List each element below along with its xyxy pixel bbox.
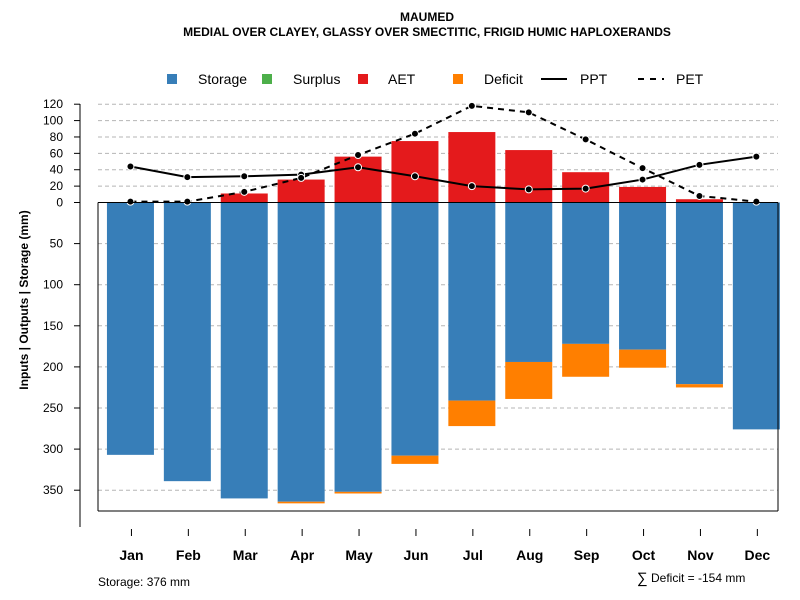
y-tick-label: 50 (50, 237, 64, 251)
pet-point (752, 197, 761, 206)
x-tick-label: Apr (290, 547, 315, 563)
storage-bar (505, 202, 553, 362)
x-tick-label: Jun (404, 547, 429, 563)
ppt-point (581, 184, 590, 193)
pet-point (183, 197, 192, 206)
legend-label-ppt: PPT (580, 71, 608, 87)
legend-swatch-surplus (262, 74, 272, 84)
legend-swatch-storage (167, 74, 177, 84)
x-tick-label: May (345, 547, 372, 563)
pet-point (410, 129, 419, 138)
deficit-bar (675, 384, 723, 388)
y-tick-label: 100 (43, 278, 63, 292)
pet-point (126, 197, 135, 206)
ppt-point (183, 173, 192, 182)
bars (106, 132, 780, 504)
aet-bar (448, 132, 496, 203)
y-tick-label: 20 (50, 179, 64, 193)
storage-bar (448, 202, 496, 401)
storage-bar (675, 202, 723, 385)
storage-bar (277, 202, 325, 502)
pet-point (524, 108, 533, 117)
y-tick-label: 0 (56, 196, 63, 210)
y-tick-label: 150 (43, 319, 63, 333)
ppt-point (410, 172, 419, 181)
chart-title: MAUMED (400, 10, 454, 24)
ppt-pet-lines (126, 101, 761, 206)
x-tick-label: Sep (574, 547, 600, 563)
deficit-bar (619, 349, 667, 368)
aet-bar (505, 150, 553, 203)
pet-point (695, 191, 704, 200)
y-axis-label: Inputs | Outputs | Storage (mm) (17, 210, 31, 389)
pet-point (240, 187, 249, 196)
y-tick-label: 350 (43, 483, 63, 497)
legend-label-storage: Storage (198, 71, 247, 87)
legend-label-pet: PET (676, 71, 704, 87)
storage-bar (106, 202, 154, 455)
aet-bar (391, 141, 439, 203)
storage-bar (732, 202, 780, 430)
x-tick-label: Aug (516, 547, 543, 563)
y-tick-label: 200 (43, 360, 63, 374)
ppt-point (752, 152, 761, 161)
y-tick-label: 100 (43, 114, 63, 128)
deficit-bar (562, 343, 610, 377)
y-tick-label: 40 (50, 163, 64, 177)
legend-swatch-aet (358, 74, 368, 84)
aet-bar (675, 199, 723, 203)
storage-bar (562, 202, 610, 344)
ppt-point (354, 163, 363, 172)
storage-bar (163, 202, 211, 482)
x-tick-label: Jan (119, 547, 143, 563)
y-tick-label: 60 (50, 146, 64, 160)
ppt-point (524, 185, 533, 194)
x-tick-label: Dec (745, 547, 771, 563)
pet-point (638, 164, 647, 173)
ppt-point (695, 160, 704, 169)
y-tick-label: 80 (50, 130, 64, 144)
x-tick-label: Jul (463, 547, 483, 563)
y-tick-label: 300 (43, 442, 63, 456)
pet-point (354, 150, 363, 159)
storage-footnote: Storage: 376 mm (98, 575, 190, 589)
x-tick-label: Feb (176, 547, 201, 563)
legend-swatch-deficit (453, 74, 463, 84)
storage-bar (220, 202, 268, 499)
legend-label-surplus: Surplus (293, 71, 340, 87)
deficit-bar (391, 455, 439, 464)
deficit-bar (334, 491, 382, 494)
x-tick-label: Mar (233, 547, 258, 563)
deficit-bar (448, 400, 496, 427)
pet-point (467, 101, 476, 110)
pet-point (297, 173, 306, 182)
aet-bar (619, 186, 667, 203)
deficit-footnote: Deficit = -154 mm (651, 571, 745, 585)
deficit-bar (277, 501, 325, 504)
x-tick-label: Oct (632, 547, 656, 563)
legend-label-aet: AET (388, 71, 416, 87)
x-tick-label: Nov (687, 547, 714, 563)
aet-bar (220, 193, 268, 203)
legend: Storage Surplus AET Deficit PPT PET (167, 71, 704, 87)
pet-point (581, 135, 590, 144)
ppt-point (240, 172, 249, 181)
ppt-point (638, 175, 647, 184)
chart-subtitle: MEDIAL OVER CLAYEY, GLASSY OVER SMECTITI… (183, 25, 671, 39)
pet-line (130, 104, 757, 203)
storage-bar (334, 202, 382, 492)
storage-bar (391, 202, 439, 456)
ppt-point (126, 162, 135, 171)
y-tick-label: 250 (43, 401, 63, 415)
sum-icon: ∑ (637, 570, 648, 587)
ppt-point (467, 182, 476, 191)
aet-bar (277, 179, 325, 203)
deficit-bar (505, 361, 553, 399)
legend-label-deficit: Deficit (484, 71, 523, 87)
storage-bar (619, 202, 667, 350)
y-tick-label: 120 (43, 97, 63, 111)
ppt-line (130, 155, 757, 191)
